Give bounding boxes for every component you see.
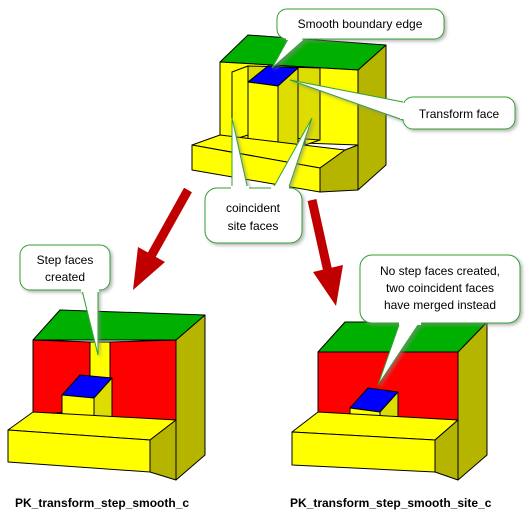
caption-left: PK_transform_step_smooth_c [15, 496, 189, 510]
left-base-side [149, 419, 177, 481]
callout-coincident-line-1: coincident [226, 201, 281, 215]
callout-step-faces-created: Step faces created [19, 244, 111, 356]
caption-right: PK_transform_step_smooth_site_c [290, 496, 492, 510]
callout-no-step-faces: No step faces created, two coincident fa… [359, 254, 521, 386]
callout-no-step-line-2: two coincident faces [386, 281, 494, 295]
left-green-face [32, 309, 206, 341]
callout-smooth-boundary-edge: Smooth boundary edge [271, 8, 445, 69]
callout-coincident-line-2: site faces [228, 219, 279, 233]
left-arrow [133, 187, 192, 290]
right-arrow [307, 199, 343, 306]
left-step-face [89, 341, 111, 381]
top-base-side [319, 144, 359, 193]
right-base-side [434, 419, 459, 481]
left-right-side-face [175, 314, 206, 481]
left-back-red-right [109, 339, 177, 421]
step-smooth-site-result-model [291, 321, 488, 481]
result-arrows [133, 187, 343, 306]
callout-smooth-boundary-edge-text: Smooth boundary edge [298, 17, 423, 31]
callout-transform-face: Transform face [289, 79, 516, 130]
callout-transform-face-text: Transform face [419, 107, 500, 121]
callout-coincident-site-faces: coincident site faces [204, 117, 313, 244]
callout-no-step-line-1: No step faces created, [380, 264, 500, 278]
callout-step-faces-line-1: Step faces [37, 253, 94, 267]
callout-no-step-line-3: have merged instead [384, 298, 496, 312]
callout-step-faces-line-2: created [45, 270, 85, 284]
step-smooth-result-model [7, 309, 206, 481]
